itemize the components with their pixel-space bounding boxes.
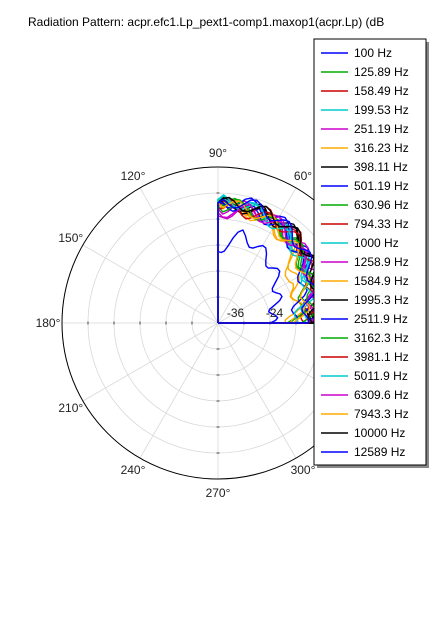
angular-grid-spoke — [139, 322, 219, 459]
legend-label: 630.96 Hz — [354, 198, 409, 212]
legend-items: 100 Hz 125.89 Hz 158.49 Hz 199.53 Hz 251.19 … — [321, 46, 409, 459]
chart-title: Radiation Pattern: acpr.efc1.Lp_pext1-co… — [28, 15, 384, 29]
angular-grid-spoke — [217, 322, 297, 459]
legend-label: 7943.3 Hz — [354, 407, 409, 421]
angular-grid-spoke — [82, 244, 219, 324]
angle-tick-label: 90° — [209, 146, 227, 160]
legend-label: 1584.9 Hz — [354, 274, 409, 288]
angle-tick-label: 300° — [291, 463, 316, 477]
angle-tick-label: 210° — [58, 401, 83, 415]
radial-tick-label: -24 — [266, 306, 284, 320]
series-line — [217, 198, 317, 324]
legend-label: 1000 Hz — [354, 236, 399, 250]
legend-label: 251.19 Hz — [354, 122, 409, 136]
series-line — [217, 200, 311, 324]
legend-label: 100 Hz — [354, 46, 392, 60]
angular-grid-spoke — [217, 187, 297, 324]
series-line — [217, 197, 317, 324]
legend-label: 12589 Hz — [354, 445, 405, 459]
legend-label: 2511.9 Hz — [354, 312, 408, 326]
series-line — [217, 229, 283, 324]
radial-tick-label: -36 — [227, 306, 245, 320]
angle-tick-label: 120° — [121, 169, 146, 183]
legend-label: 3981.1 Hz — [354, 350, 409, 364]
legend-label: 1995.3 Hz — [354, 293, 409, 307]
angle-tick-label: 150° — [58, 231, 83, 245]
legend-label: 199.53 Hz — [354, 103, 409, 117]
legend-label: 501.19 Hz — [354, 179, 409, 193]
legend-label: 398.11 Hz — [354, 160, 408, 174]
series-layer — [217, 194, 325, 324]
legend-label: 316.23 Hz — [354, 141, 409, 155]
angular-grid-spoke — [139, 187, 219, 324]
legend-label: 10000 Hz — [354, 426, 405, 440]
angle-tick-label: 240° — [121, 463, 146, 477]
legend-label: 125.89 Hz — [354, 65, 409, 79]
legend-label: 158.49 Hz — [354, 84, 409, 98]
angular-grid-spoke — [82, 322, 219, 402]
angle-labels: 60° 90° 120° 150° 180° 210° 240° 270° 300° — [36, 146, 316, 500]
angle-tick-label: 60° — [294, 169, 312, 183]
legend-label: 5011.9 Hz — [354, 369, 408, 383]
legend-label: 3162.3 Hz — [354, 331, 409, 345]
legend-label: 6309.6 Hz — [354, 388, 409, 402]
angle-tick-label: 180° — [36, 316, 61, 330]
legend-label: 1258.9 Hz — [354, 255, 409, 269]
legend: 100 Hz 125.89 Hz 158.49 Hz 199.53 Hz 251.19 … — [313, 38, 429, 468]
legend-label: 794.33 Hz — [354, 217, 409, 231]
angle-tick-label: 270° — [206, 486, 231, 500]
